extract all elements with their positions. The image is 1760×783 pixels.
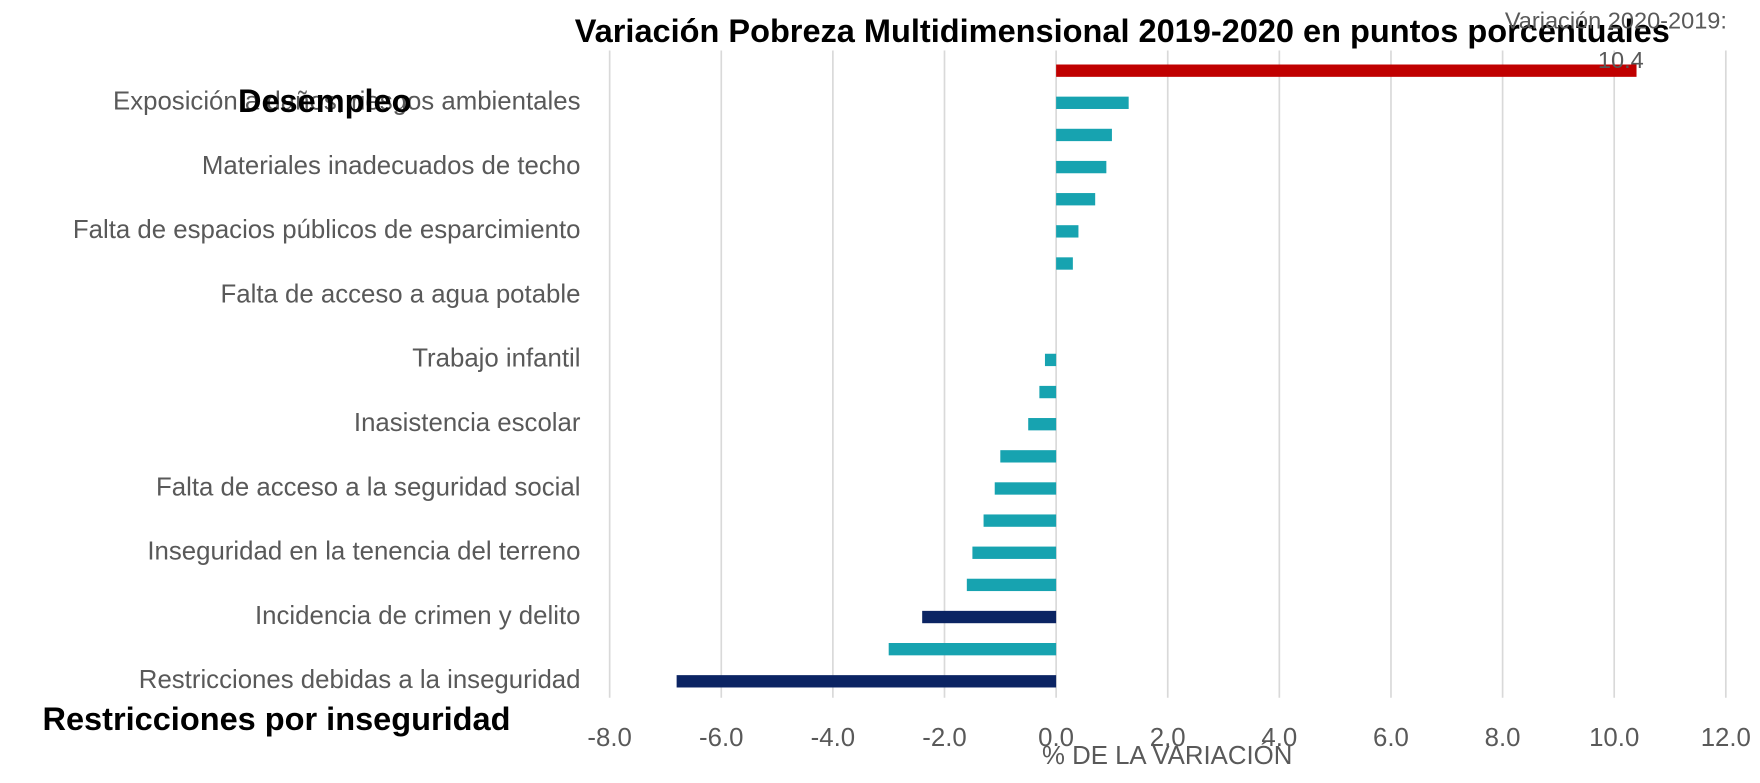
bar [888, 643, 1057, 656]
x-tick-label: -2.0 [922, 724, 966, 752]
bar [983, 514, 1057, 527]
bar [676, 675, 1057, 688]
bar [966, 578, 1057, 592]
y-tick-label: Falta de acceso a agua potable [220, 280, 580, 308]
labels: -8.0 -6.0 -4.0 -2.0 0.0 2.0 4.0 6.0 8.0 10.0 12.0 1… [73, 47, 1751, 752]
y-tick-label: Inasistencia escolar [354, 409, 581, 437]
x-tick-label: 6.0 [1373, 724, 1409, 752]
chart-title: Variación Pobreza Multidimensional 2019-… [575, 13, 1670, 49]
x-tick-label: -8.0 [587, 724, 631, 752]
bar [1056, 160, 1107, 174]
x-tick-label: 0.0 [1038, 724, 1074, 752]
y-tick-label: Inseguridad en la tenencia del terreno [147, 538, 580, 566]
data-label: 10.4 [1598, 47, 1644, 73]
y-tick-label: Falta de acceso a la seguridad social [156, 473, 580, 501]
bar [1056, 257, 1073, 270]
bars [676, 64, 1637, 688]
x-axis-label: % DE LA VARIACIÓN [1042, 741, 1292, 770]
x-tick-label: 2.0 [1150, 724, 1186, 752]
x-tick-label: 12.0 [1701, 724, 1751, 752]
x-tick-label: 8.0 [1485, 724, 1521, 752]
bar [1000, 450, 1057, 463]
y-tick-label: Trabajo infantil [412, 345, 580, 373]
x-tick-label: -4.0 [811, 724, 855, 752]
y-tick-label: Materiales inadecuados de techo [202, 152, 581, 180]
y-tick-label: Incidencia de crimen y delito [255, 602, 581, 630]
y-tick-label: Exposición a daños, riesgos ambientales [113, 88, 580, 116]
bar [972, 546, 1057, 559]
x-tick-label: -6.0 [699, 724, 743, 752]
x-tick-label: 4.0 [1261, 724, 1297, 752]
grid [608, 50, 1727, 698]
annotation: Variación 2020-2019: [1505, 8, 1727, 34]
annotation: Desempleo [238, 83, 412, 119]
y-tick-label: Falta de espacios públicos de esparcimie… [73, 216, 581, 244]
x-tick-label: 10.0 [1589, 724, 1639, 752]
bar [1056, 193, 1096, 206]
bar [1056, 128, 1112, 142]
bar [1056, 64, 1637, 77]
bar [1056, 225, 1079, 238]
bar [922, 610, 1057, 624]
y-tick-label: Restricciones debidas a la inseguridad [139, 666, 581, 694]
bar [994, 482, 1057, 495]
bar [1056, 96, 1129, 109]
bar [1039, 385, 1057, 399]
bar [1044, 353, 1057, 367]
bar [1028, 418, 1057, 431]
annotation: Restricciones por inseguridad [42, 701, 510, 737]
